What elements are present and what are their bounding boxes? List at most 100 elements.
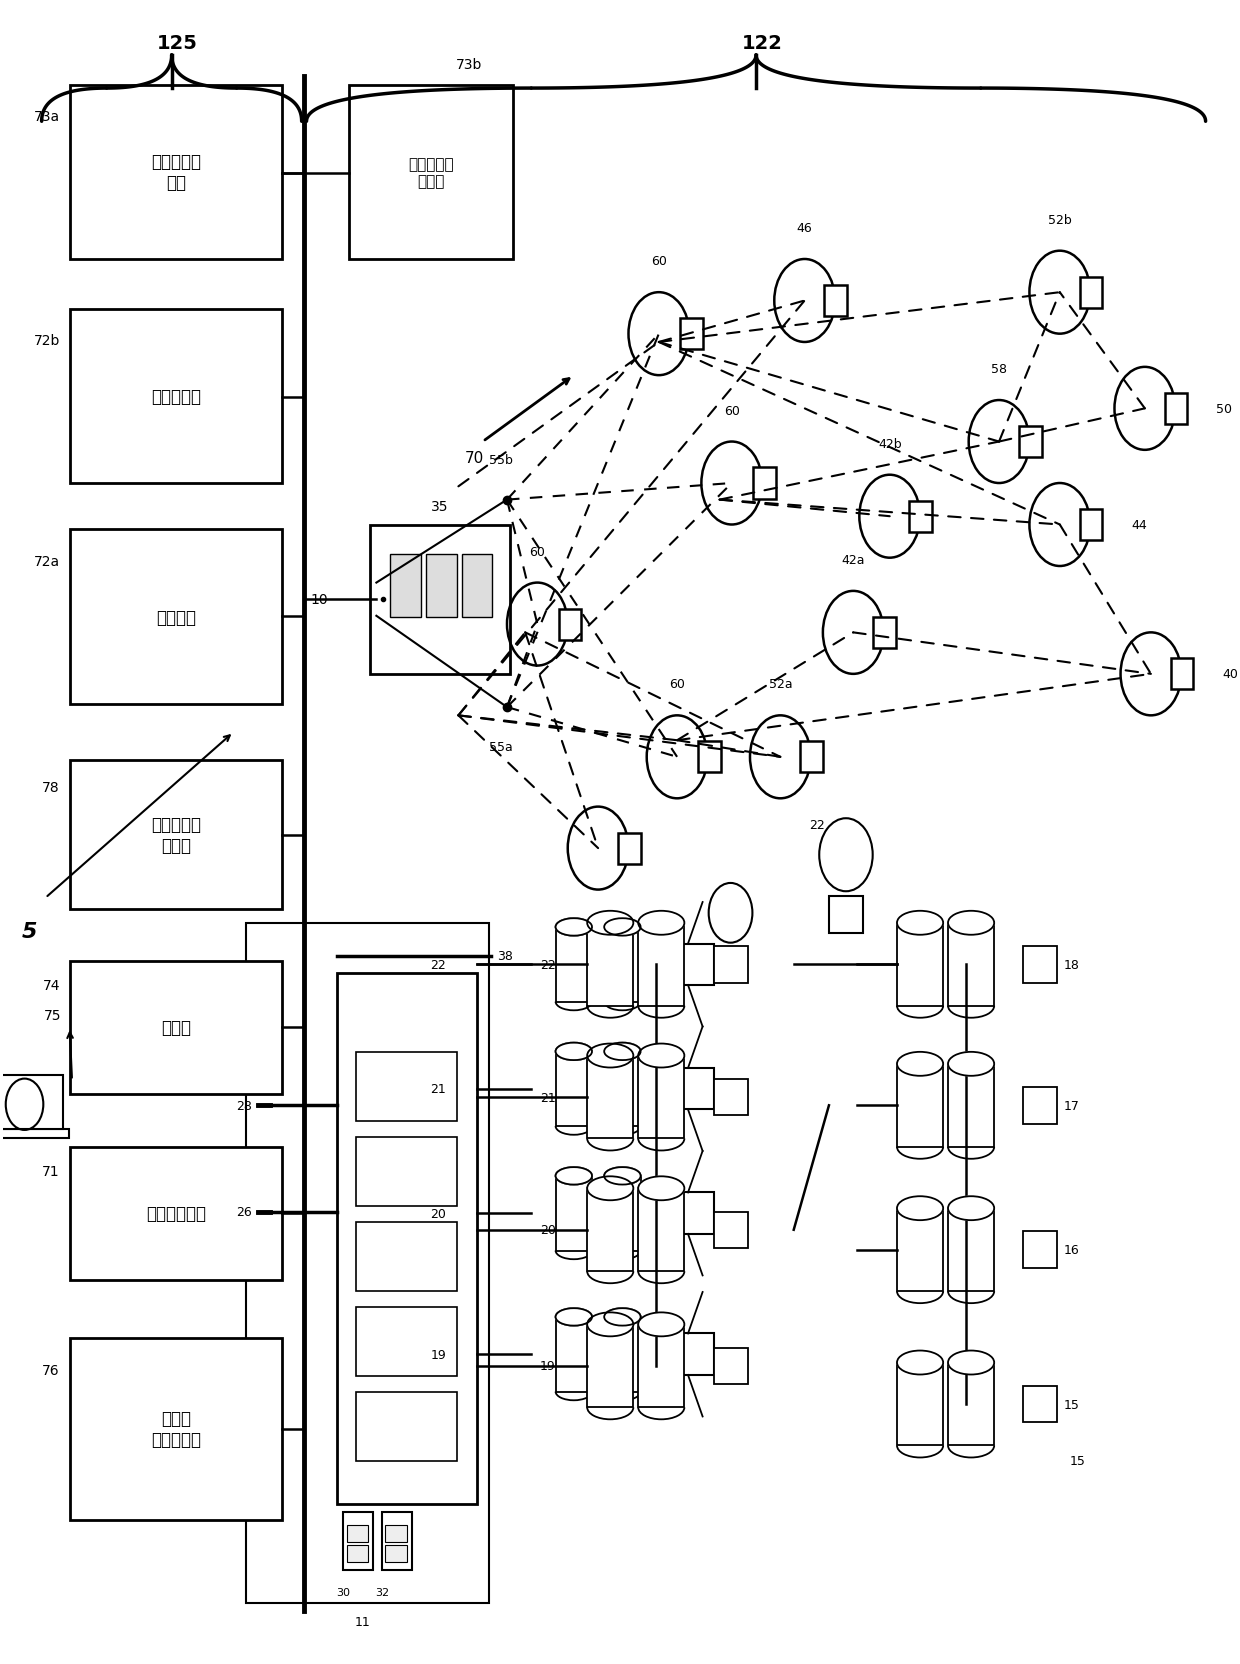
Text: 数据历史库
数据库: 数据历史库 数据库 xyxy=(408,156,454,190)
Ellipse shape xyxy=(588,912,634,935)
FancyBboxPatch shape xyxy=(556,1176,591,1251)
Text: 122: 122 xyxy=(742,33,782,53)
Text: 5: 5 xyxy=(22,922,37,942)
Text: 50: 50 xyxy=(1216,403,1233,416)
Text: 44: 44 xyxy=(1131,519,1147,532)
FancyBboxPatch shape xyxy=(639,924,684,1007)
Text: 30: 30 xyxy=(336,1586,350,1596)
Text: 52b: 52b xyxy=(1048,213,1071,226)
FancyBboxPatch shape xyxy=(69,962,283,1093)
Text: 18: 18 xyxy=(1064,958,1079,972)
FancyBboxPatch shape xyxy=(1019,426,1042,458)
Text: 76: 76 xyxy=(42,1364,60,1378)
Ellipse shape xyxy=(588,1176,634,1200)
FancyBboxPatch shape xyxy=(556,1318,591,1391)
FancyBboxPatch shape xyxy=(1023,1231,1058,1268)
Text: 32: 32 xyxy=(374,1586,389,1596)
Ellipse shape xyxy=(604,1308,641,1326)
FancyBboxPatch shape xyxy=(463,556,492,617)
Ellipse shape xyxy=(556,919,591,937)
Text: 22: 22 xyxy=(430,958,446,972)
FancyBboxPatch shape xyxy=(556,1052,591,1127)
FancyBboxPatch shape xyxy=(639,1325,684,1408)
Ellipse shape xyxy=(556,1308,591,1326)
FancyBboxPatch shape xyxy=(1080,278,1102,308)
Text: 38: 38 xyxy=(497,950,512,963)
Ellipse shape xyxy=(604,1043,641,1060)
Text: 40: 40 xyxy=(1223,667,1239,681)
FancyBboxPatch shape xyxy=(677,943,713,985)
FancyBboxPatch shape xyxy=(698,742,722,772)
Text: 15: 15 xyxy=(1064,1398,1079,1411)
Text: 19: 19 xyxy=(430,1348,446,1361)
Text: 20: 20 xyxy=(539,1223,556,1236)
FancyBboxPatch shape xyxy=(604,1052,641,1127)
FancyBboxPatch shape xyxy=(588,1325,634,1408)
Text: 72a: 72a xyxy=(33,554,60,569)
Ellipse shape xyxy=(949,1351,994,1374)
Text: 接入点: 接入点 xyxy=(161,1018,191,1037)
Ellipse shape xyxy=(588,1043,634,1068)
Ellipse shape xyxy=(639,1176,684,1200)
Text: 60: 60 xyxy=(670,677,684,691)
Text: 60: 60 xyxy=(529,546,546,559)
FancyBboxPatch shape xyxy=(897,1065,944,1146)
Text: 配置数据库: 配置数据库 xyxy=(151,388,201,406)
FancyBboxPatch shape xyxy=(830,897,863,934)
Ellipse shape xyxy=(639,912,684,935)
Text: 20: 20 xyxy=(430,1206,446,1220)
Text: 55a: 55a xyxy=(489,740,513,754)
FancyBboxPatch shape xyxy=(713,1348,748,1384)
Ellipse shape xyxy=(556,1168,591,1185)
Text: 74: 74 xyxy=(42,978,60,992)
Text: 数据历史库
应用: 数据历史库 应用 xyxy=(151,153,201,191)
Text: 55b: 55b xyxy=(489,454,513,468)
Text: 48: 48 xyxy=(590,915,606,929)
Text: 125: 125 xyxy=(157,33,198,53)
FancyBboxPatch shape xyxy=(949,1065,994,1146)
Text: 16: 16 xyxy=(1064,1243,1079,1256)
FancyBboxPatch shape xyxy=(1171,659,1193,691)
Text: 73a: 73a xyxy=(33,110,60,125)
FancyBboxPatch shape xyxy=(677,1333,713,1374)
Text: 60: 60 xyxy=(651,255,667,268)
FancyBboxPatch shape xyxy=(69,87,283,260)
Text: 19: 19 xyxy=(539,1359,556,1373)
FancyBboxPatch shape xyxy=(949,1363,994,1446)
FancyBboxPatch shape xyxy=(897,924,944,1007)
Ellipse shape xyxy=(897,1351,944,1374)
FancyBboxPatch shape xyxy=(873,617,895,649)
FancyBboxPatch shape xyxy=(753,468,776,499)
FancyBboxPatch shape xyxy=(713,1080,748,1115)
FancyBboxPatch shape xyxy=(69,310,283,484)
FancyBboxPatch shape xyxy=(800,742,823,772)
FancyBboxPatch shape xyxy=(604,1176,641,1251)
Text: 78: 78 xyxy=(42,780,60,794)
FancyBboxPatch shape xyxy=(949,1208,994,1291)
Text: 21: 21 xyxy=(430,1083,446,1095)
FancyBboxPatch shape xyxy=(556,927,591,1002)
Text: 15: 15 xyxy=(1070,1454,1085,1468)
Text: 到其它
工厂的网关: 到其它 工厂的网关 xyxy=(151,1409,201,1448)
FancyBboxPatch shape xyxy=(825,286,847,316)
Text: 10: 10 xyxy=(310,592,327,607)
Text: 58: 58 xyxy=(991,363,1007,376)
FancyBboxPatch shape xyxy=(1080,509,1102,541)
FancyBboxPatch shape xyxy=(677,1193,713,1235)
FancyBboxPatch shape xyxy=(713,1211,748,1248)
Text: 22: 22 xyxy=(539,958,556,972)
Ellipse shape xyxy=(604,1168,641,1185)
Text: 46: 46 xyxy=(797,221,812,235)
FancyBboxPatch shape xyxy=(1023,1087,1058,1123)
FancyBboxPatch shape xyxy=(897,1208,944,1291)
FancyBboxPatch shape xyxy=(588,924,634,1007)
Ellipse shape xyxy=(604,919,641,937)
Text: 配置应用: 配置应用 xyxy=(156,609,196,626)
FancyBboxPatch shape xyxy=(1023,947,1058,983)
FancyBboxPatch shape xyxy=(69,1146,283,1280)
Ellipse shape xyxy=(639,1043,684,1068)
Text: 71: 71 xyxy=(42,1165,60,1178)
FancyBboxPatch shape xyxy=(909,501,932,532)
Text: 70: 70 xyxy=(465,451,484,466)
Text: 22: 22 xyxy=(808,819,825,832)
